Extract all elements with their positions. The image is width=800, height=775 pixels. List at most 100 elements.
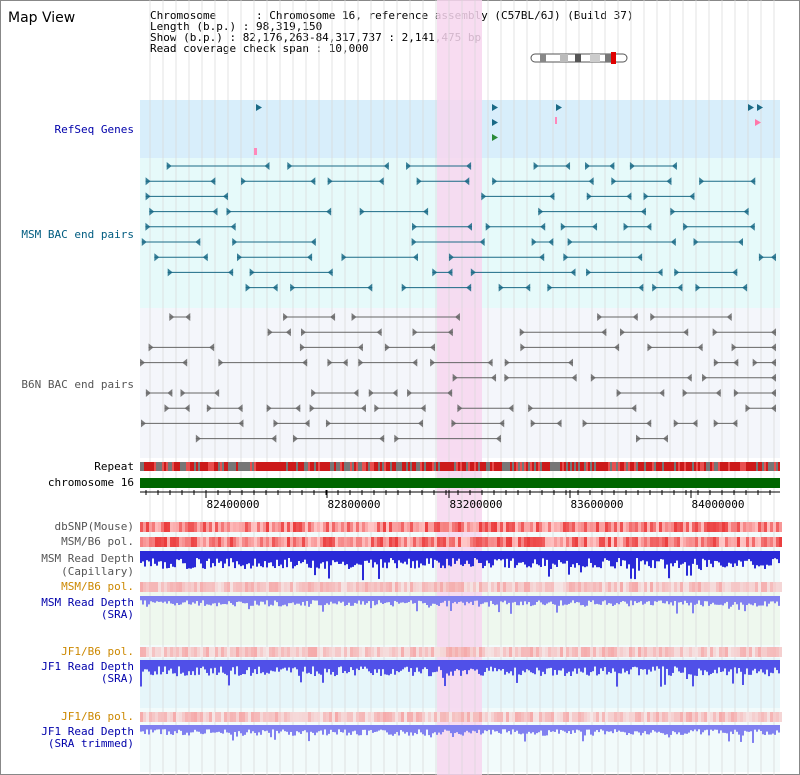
repeat-segment xyxy=(724,462,726,471)
msm-cap-depth-bar xyxy=(756,551,758,566)
b6n-bac-pair-end xyxy=(495,434,501,443)
msm-pol2-segment xyxy=(605,582,608,592)
msm-cap-depth-bar xyxy=(182,551,184,564)
msm-cap-depth-bar xyxy=(494,551,496,560)
jf1-pol-segment xyxy=(725,647,728,657)
dbsnp-segment xyxy=(521,522,524,532)
msm-pol-segment xyxy=(302,537,305,547)
jf1-sra-depth-bar xyxy=(304,660,306,667)
jf1-pol-segment xyxy=(506,647,509,657)
msm-bac-pair-end xyxy=(447,268,453,277)
msm-pol2-segment xyxy=(419,582,422,592)
jf1-pol-segment xyxy=(722,647,725,657)
dbsnp-segment xyxy=(524,522,527,532)
msm-cap-depth-bar xyxy=(302,551,304,563)
repeat-segment xyxy=(634,462,636,471)
jf1-pol-segment xyxy=(323,647,326,657)
jf1-sra-depth-bar xyxy=(318,660,320,674)
msm-pol-segment xyxy=(635,537,638,547)
msm-pol2-segment xyxy=(497,582,500,592)
msm-sra-depth-bar xyxy=(188,596,190,605)
jf1-trim-depth-bar xyxy=(548,725,550,731)
repeat-segment xyxy=(320,462,322,471)
jf1-sra-depth-bar xyxy=(568,660,570,672)
jf1-sra-depth-bar xyxy=(742,660,744,685)
repeat-segment xyxy=(282,462,284,471)
msm-pol-segment xyxy=(257,537,260,547)
repeat-segment xyxy=(684,462,686,471)
msm-sra-depth-bar xyxy=(236,596,238,602)
jf1-pol-segment xyxy=(611,647,614,657)
repeat-segment xyxy=(556,462,558,471)
jf1-trim-depth-bar xyxy=(282,725,284,730)
dbsnp-segment xyxy=(542,522,545,532)
msm-cap-depth-bar xyxy=(296,551,298,566)
jf1-trim-depth-bar xyxy=(184,725,186,735)
msm-sra-depth-bar xyxy=(202,596,204,601)
msm-pol2-segment xyxy=(188,582,191,592)
jf1-pol-segment xyxy=(314,647,317,657)
dbsnp-segment xyxy=(431,522,434,532)
msm-cap-depth-bar xyxy=(566,551,568,561)
jf1-pol-segment xyxy=(380,647,383,657)
msm-cap-depth-bar xyxy=(200,551,202,564)
msm-cap-depth-bar xyxy=(468,551,470,564)
jf1-pol-segment xyxy=(758,647,761,657)
msm-sra-depth-bar xyxy=(598,596,600,605)
msm-pol2-segment xyxy=(455,582,458,592)
msm-pol2-segment xyxy=(236,582,239,592)
msm-cap-depth-bar xyxy=(258,551,260,564)
msm-cap-depth-bar xyxy=(152,551,154,559)
jf1-trim-depth-bar xyxy=(588,725,590,730)
track-label-b6n-bac[interactable]: B6N BAC end pairs xyxy=(21,378,134,391)
jf1-trim-depth-bar xyxy=(480,725,482,735)
jf1-pol2-segment xyxy=(353,712,356,722)
jf1-pol-segment xyxy=(578,647,581,657)
jf1-pol2-segment xyxy=(398,712,401,722)
jf1-pol2-segment xyxy=(569,712,572,722)
jf1-pol2-segment xyxy=(185,712,188,722)
jf1-pol2-segment xyxy=(620,712,623,722)
msm-cap-depth-bar xyxy=(204,551,206,569)
msm-cap-depth-bar xyxy=(482,551,484,569)
msm-cap-depth-bar xyxy=(766,551,768,565)
msm-sra-depth-bar xyxy=(360,596,362,605)
msm-pol-segment xyxy=(749,537,752,547)
msm-pol-segment xyxy=(656,537,659,547)
jf1-pol-segment xyxy=(320,647,323,657)
jf1-trim-depth-bar xyxy=(354,725,356,731)
dbsnp-segment xyxy=(371,522,374,532)
msm-sra-depth-bar xyxy=(706,596,708,602)
dbsnp-segment xyxy=(632,522,635,532)
msm-cap-depth-bar xyxy=(236,551,238,562)
jf1-trim-depth-bar xyxy=(602,725,604,731)
track-label-refseq[interactable]: RefSeq Genes xyxy=(54,123,134,136)
msm-pol2-segment xyxy=(488,582,491,592)
msm-pol2-segment xyxy=(482,582,485,592)
jf1-trim-depth-bar xyxy=(568,725,570,732)
jf1-pol-segment xyxy=(542,647,545,657)
jf1-sra-depth-bar xyxy=(342,660,344,673)
dbsnp-segment xyxy=(755,522,758,532)
msm-pol-segment xyxy=(266,537,269,547)
jf1-pol-segment xyxy=(266,647,269,657)
msm-sra-depth-bar xyxy=(514,596,516,602)
jf1-trim-depth-bar xyxy=(264,725,266,732)
msm-cap-depth-bar xyxy=(176,551,178,560)
repeat-segment xyxy=(610,462,612,471)
msm-bac-pair-end xyxy=(401,283,407,292)
jf1-sra-depth-bar xyxy=(642,660,644,670)
msm-sra-depth-bar xyxy=(612,596,614,606)
track-label-msm-bac[interactable]: MSM BAC end pairs xyxy=(21,228,134,241)
msm-sra-depth-bar xyxy=(564,596,566,605)
jf1-sra-depth-bar xyxy=(532,660,534,674)
msm-sra-depth-bar xyxy=(142,596,144,605)
jf1-sra-depth-bar xyxy=(738,660,740,669)
jf1-sra-depth-bar xyxy=(264,660,266,675)
jf1-trim-depth-bar xyxy=(394,725,396,734)
msm-cap-depth-bar xyxy=(716,551,718,562)
msm-pol2-segment xyxy=(416,582,419,592)
msm-pol2-segment xyxy=(764,582,767,592)
track-label-chromosome: chromosome 16 xyxy=(47,476,134,489)
